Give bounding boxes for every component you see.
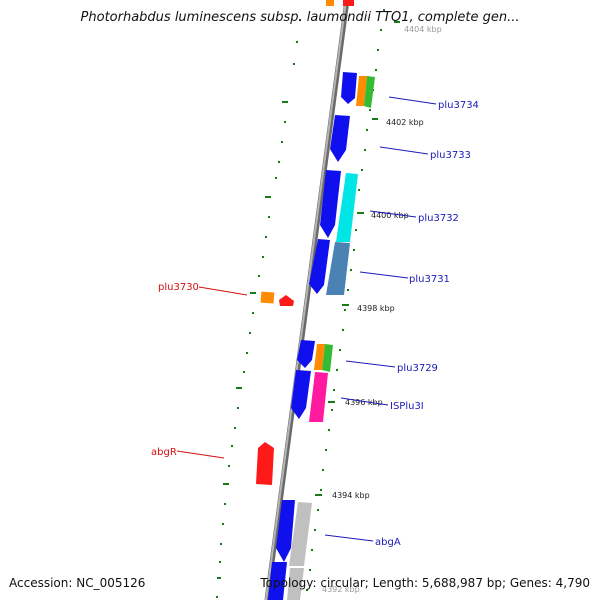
outer-tick-ring <box>306 9 385 591</box>
gene-features <box>256 0 375 600</box>
kbp-label-4394: 4394 kbp <box>332 491 370 500</box>
gene-plu3729-green <box>322 344 333 372</box>
gene-plu3731-steel <box>326 242 350 295</box>
gene-isplu3i-pink <box>309 372 328 422</box>
gene-plu3729-blue <box>297 340 315 368</box>
topology-text: Topology: circular; Length: 5,688,987 bp… <box>260 576 590 590</box>
gene-abgR <box>256 442 274 485</box>
gene-abgA-blue <box>276 500 295 562</box>
leader-lines <box>176 96 437 542</box>
gene-plu3730-orange <box>260 291 275 304</box>
backbone-highlight <box>265 0 347 600</box>
gene-plu3734-blue <box>341 72 357 104</box>
label-abgR: abgR <box>151 447 177 458</box>
gene-red-top <box>343 0 354 6</box>
label-plu3733: plu3733 <box>430 150 471 161</box>
gene-isplu3i-blue <box>291 370 311 419</box>
label-plu3730: plu3730 <box>158 282 199 293</box>
kbp-label-4392: 4392 kbp <box>322 585 360 594</box>
map-title: Photorhabdus luminescens subsp. laumondi… <box>80 10 520 25</box>
kbp-label-4400: 4400 kbp <box>371 211 409 220</box>
gene-abgA-gray <box>289 502 312 566</box>
label-isplu3i: ISPlu3I <box>390 401 424 412</box>
gene-orange-top <box>326 0 334 6</box>
label-plu3731: plu3731 <box>409 274 450 285</box>
kbp-label-4398: 4398 kbp <box>357 304 395 313</box>
gene-plu3732-cyan <box>336 173 358 242</box>
gene-labels: plu3734 plu3733 plu3732 plu3731 plu3730 … <box>151 100 479 548</box>
gene-plu3733 <box>330 115 350 162</box>
gene-bottom-blue <box>268 562 287 600</box>
label-plu3729: plu3729 <box>397 363 438 374</box>
label-abgA: abgA <box>375 537 401 548</box>
label-plu3732: plu3732 <box>418 213 459 224</box>
kbp-label-4396: 4396 kbp <box>345 398 383 407</box>
gene-bottom-gray <box>287 568 304 600</box>
accession-text: Accession: NC_005126 <box>9 576 146 590</box>
gene-plu3732-blue <box>320 170 341 238</box>
gene-plu3731-blue <box>309 239 330 294</box>
label-plu3734: plu3734 <box>438 100 479 111</box>
gene-plu3734-green <box>364 76 375 108</box>
outer-major-ticks <box>315 21 400 496</box>
kbp-label-4402: 4402 kbp <box>386 118 424 127</box>
inner-tick-ring <box>216 19 301 598</box>
gene-plu3734-orange <box>356 76 367 106</box>
kbp-label-4404: 4404 kbp <box>404 25 442 34</box>
gene-plu3730-red <box>279 295 294 306</box>
scale-labels: 4404 kbp 4402 kbp 4400 kbp 4398 kbp 4396… <box>322 25 442 594</box>
gene-plu3729-orange <box>314 344 325 370</box>
